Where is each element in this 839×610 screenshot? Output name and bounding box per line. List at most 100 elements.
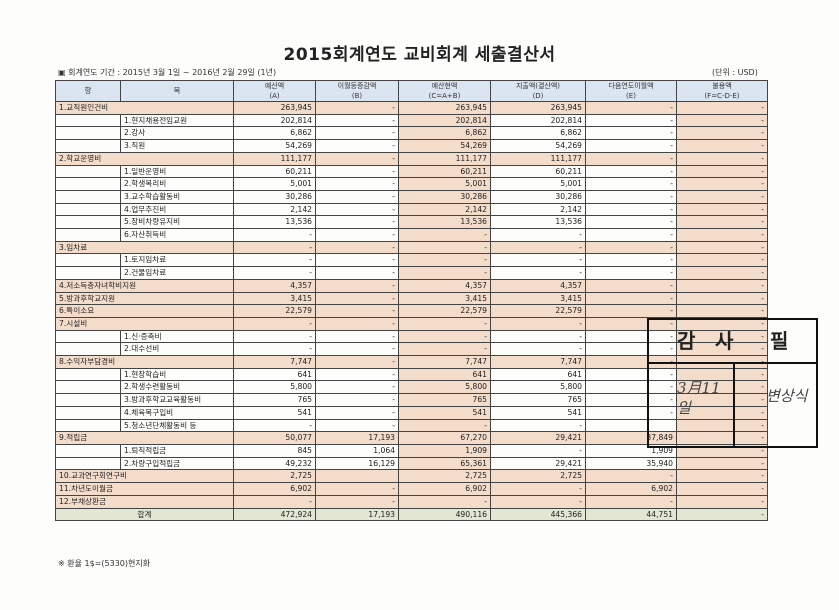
value-a: 202,814 (233, 113, 316, 128)
value-d: - (490, 316, 586, 331)
value-d: 29,421 (490, 431, 586, 445)
value-a: - (233, 342, 316, 357)
value-f: - (676, 228, 768, 242)
value-b: - (315, 215, 399, 230)
stamp-divider (733, 362, 735, 446)
value-e: - (585, 266, 677, 280)
value-d: 541 (490, 405, 586, 420)
value-b: - (315, 494, 399, 509)
stamp-date: 3月11일 (677, 379, 721, 417)
empty-hang-cell (55, 456, 121, 471)
value-e: - (585, 177, 677, 191)
subcategory-label: 5.장비차량유지비 (120, 215, 234, 230)
total-f: - (676, 507, 768, 522)
value-c: 30,286 (398, 189, 491, 204)
value-a: - (233, 266, 316, 280)
subcategory-label: 3.교수학습활동비 (120, 189, 234, 204)
total-row: 합계 472,924 17,193 490,116 445,366 44,751… (55, 507, 768, 522)
value-d: 30,286 (490, 189, 586, 204)
category-label: 6.특이소요 (55, 304, 234, 318)
value-b (315, 469, 399, 484)
value-f: - (676, 291, 768, 306)
value-e: - (585, 202, 677, 217)
value-d: 641 (490, 367, 586, 382)
header-d: 지출액(결산액) (D) (490, 80, 586, 102)
value-f: - (676, 418, 768, 433)
value-f: - (676, 113, 768, 128)
value-f: - (676, 329, 768, 344)
empty-hang-cell (55, 418, 121, 433)
value-c: 1,909 (398, 443, 491, 458)
currency-unit: (단위 : USD) (712, 68, 758, 77)
value-e: - (585, 113, 677, 128)
value-f: - (676, 215, 768, 230)
value-c: 13,536 (398, 215, 491, 230)
value-e: - (585, 253, 677, 268)
category-row: 11.차년도이월금 6,902-6,902-6,902- (55, 482, 768, 496)
value-f: - (676, 253, 768, 268)
value-c: 7,747 (398, 355, 491, 369)
value-e: - (585, 164, 677, 179)
value-f: - (676, 393, 768, 407)
subcategory-row: 3.교수학습활동비 30,286-30,286 30,286- - (55, 189, 768, 204)
value-d: 263,945 (490, 101, 586, 115)
value-b: - (315, 202, 399, 217)
stamp-header: 감 사 필 (649, 320, 816, 364)
value-a: 13,536 (233, 215, 316, 230)
value-e: - (585, 139, 677, 153)
value-a: 4,357 (233, 278, 316, 293)
subcategory-row: 4.업무추진비 2,142-2,142 2,142- - (55, 202, 768, 217)
value-a: - (233, 418, 316, 433)
category-label: 2.학교운영비 (55, 151, 234, 166)
value-a: 2,142 (233, 202, 316, 217)
subcategory-row: 1.현장학습비 641-641 641- - (55, 367, 768, 382)
value-f: - (676, 482, 768, 496)
value-f: - (676, 240, 768, 255)
total-a: 472,924 (233, 507, 316, 522)
empty-hang-cell (55, 443, 121, 458)
empty-hang-cell (55, 113, 121, 128)
value-e: - (585, 304, 677, 318)
value-a: 765 (233, 393, 316, 407)
subcategory-label: 2.학생복리비 (120, 177, 234, 191)
subcategory-label: 6.자산취득비 (120, 228, 234, 242)
value-d: - (490, 240, 586, 255)
value-d: 202,814 (490, 113, 586, 128)
subcategory-row: 2.학생복리비 5,001-5,001 5,001- - (55, 177, 768, 191)
value-f: - (676, 164, 768, 179)
value-d: - (490, 482, 586, 496)
category-label: 11.차년도이월금 (55, 482, 234, 496)
value-b: 1,064 (315, 443, 399, 458)
total-b: 17,193 (315, 507, 399, 522)
subcategory-row: 2.차량구입적립금 49,232 16,129 65,361 29,421 35,940- (55, 456, 768, 471)
table-header: 항 목 예산액 (A) 이월등증감액 (B) 예산현액 (C=A+B) 지출액(결산액… (55, 80, 768, 102)
value-c: 67,270 (398, 431, 491, 445)
value-a: 60,211 (233, 164, 316, 179)
value-d: 29,421 (490, 456, 586, 471)
stamp-char: 필 (770, 329, 789, 353)
subcategory-row: 2.강사 6,862-6,862 6,862- - (55, 126, 768, 141)
settlement-table: 항 목 예산액 (A) 이월등증감액 (B) 예산현액 (C=A+B) 지출액(결산액… (55, 80, 768, 522)
value-e: - (585, 101, 677, 115)
value-b: - (315, 253, 399, 268)
value-a: 845 (233, 443, 316, 458)
subcategory-row: 3.방과후학교교육활동비 765-765 765- - (55, 393, 768, 407)
value-c: - (398, 329, 491, 344)
empty-hang-cell (55, 164, 121, 179)
value-f: - (676, 202, 768, 217)
subcategory-label: 4.업무추진비 (120, 202, 234, 217)
value-c: - (398, 316, 491, 331)
subcategory-row: 6.자산취득비 - - - - - - (55, 228, 768, 242)
value-b: - (315, 342, 399, 357)
subcategory-row: 4.체육복구입비 541-541 541- - (55, 405, 768, 420)
value-e: - (585, 494, 677, 509)
value-c: 65,361 (398, 456, 491, 471)
subcategory-label: 3.방과후학교교육활동비 (120, 393, 234, 407)
empty-hang-cell (55, 342, 121, 357)
value-b: - (315, 380, 399, 395)
value-d: 4,357 (490, 278, 586, 293)
value-b: 16,129 (315, 456, 399, 471)
category-row: 10.교과연구회연구비 2,725 2,725 2,725- - (55, 469, 768, 484)
value-a: 49,232 (233, 456, 316, 471)
header-f: 불용액 (F=C-D-E) (676, 80, 768, 102)
